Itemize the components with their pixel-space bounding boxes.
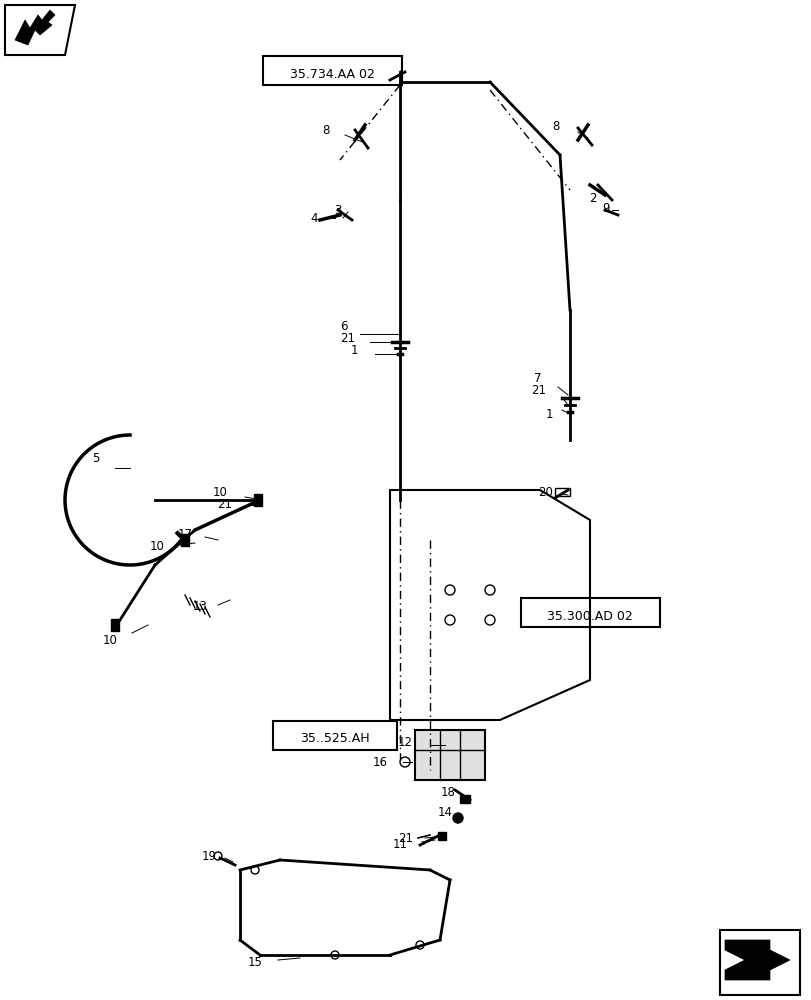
Text: 35.300.AD 02: 35.300.AD 02 bbox=[547, 609, 632, 622]
Text: 5: 5 bbox=[92, 452, 100, 464]
Text: 21: 21 bbox=[217, 497, 232, 510]
Text: 12: 12 bbox=[397, 736, 413, 748]
Text: 14: 14 bbox=[437, 806, 453, 820]
Text: 20: 20 bbox=[538, 486, 552, 498]
Text: 21: 21 bbox=[340, 332, 354, 344]
FancyBboxPatch shape bbox=[521, 598, 659, 627]
Bar bbox=[414, 730, 484, 780]
Text: 8: 8 bbox=[552, 120, 560, 133]
Text: 10: 10 bbox=[212, 487, 228, 499]
Text: 3: 3 bbox=[334, 204, 341, 217]
Text: 21: 21 bbox=[397, 832, 413, 844]
Text: 19: 19 bbox=[202, 850, 217, 863]
Text: 15: 15 bbox=[248, 956, 263, 968]
Text: 1: 1 bbox=[350, 344, 358, 357]
Bar bbox=[111, 619, 119, 631]
Text: 13: 13 bbox=[193, 600, 208, 613]
Text: 21: 21 bbox=[530, 384, 545, 397]
Text: 1: 1 bbox=[545, 408, 552, 422]
Bar bbox=[554, 488, 569, 496]
Text: 8: 8 bbox=[322, 123, 329, 136]
Polygon shape bbox=[724, 940, 789, 980]
Text: 4: 4 bbox=[310, 212, 318, 225]
Bar bbox=[181, 534, 189, 546]
Text: 16: 16 bbox=[372, 756, 388, 768]
Text: 10: 10 bbox=[103, 634, 118, 647]
Text: 10: 10 bbox=[150, 540, 165, 554]
FancyBboxPatch shape bbox=[272, 721, 397, 750]
Text: 35..525.AH: 35..525.AH bbox=[300, 732, 369, 744]
Text: 6: 6 bbox=[340, 320, 348, 332]
Bar bbox=[437, 832, 445, 840]
Polygon shape bbox=[15, 10, 55, 45]
Text: 2: 2 bbox=[589, 192, 596, 205]
FancyBboxPatch shape bbox=[719, 930, 799, 995]
Text: 11: 11 bbox=[393, 838, 407, 852]
Bar bbox=[460, 795, 470, 803]
Text: 18: 18 bbox=[440, 786, 456, 798]
FancyBboxPatch shape bbox=[263, 56, 401, 85]
Bar bbox=[254, 494, 262, 506]
Text: 9: 9 bbox=[602, 202, 609, 215]
Text: 17: 17 bbox=[178, 528, 193, 542]
Text: 35.734.AA 02: 35.734.AA 02 bbox=[290, 68, 374, 81]
Text: 7: 7 bbox=[534, 371, 541, 384]
Circle shape bbox=[453, 813, 462, 823]
